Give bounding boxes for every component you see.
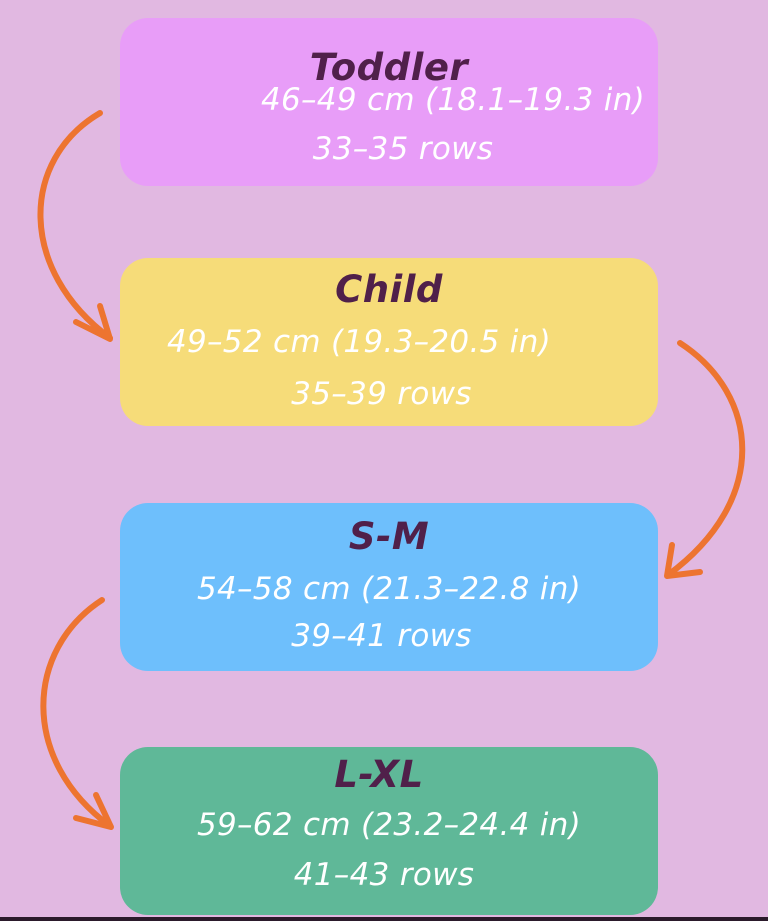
size-rows: 33–35 rows bbox=[312, 131, 494, 167]
size-card-l-xl: L-XL 59–62 cm (23.2–24.4 in) 41–43 rows bbox=[120, 747, 658, 915]
size-card-s-m: S-M 54–58 cm (21.3–22.8 in) 39–41 rows bbox=[120, 503, 658, 671]
size-rows: 35–39 rows bbox=[291, 376, 472, 412]
size-title: S-M bbox=[348, 515, 430, 558]
size-measure: 59–62 cm (23.2–24.4 in) bbox=[196, 807, 582, 843]
size-title: L-XL bbox=[334, 753, 424, 796]
size-title: Child bbox=[335, 268, 443, 311]
size-measure: 49–52 cm (19.3–20.5 in) bbox=[166, 324, 552, 360]
size-card-toddler: Toddler 46–49 cm (18.1–19.3 in) 33–35 ro… bbox=[120, 18, 658, 186]
size-rows: 39–41 rows bbox=[291, 618, 472, 654]
arrow-toddler-to-child-icon bbox=[37, 110, 113, 342]
arrow-child-to-s-m-icon bbox=[664, 340, 746, 579]
size-measure: 46–49 cm (18.1–19.3 in) bbox=[260, 82, 646, 118]
size-card-child: Child 49–52 cm (19.3–20.5 in) 35–39 rows bbox=[120, 258, 658, 426]
size-measure: 54–58 cm (21.3–22.8 in) bbox=[196, 571, 582, 607]
size-title: Toddler bbox=[309, 46, 469, 89]
bottom-rule bbox=[0, 917, 768, 921]
size-rows: 41–43 rows bbox=[293, 857, 475, 893]
